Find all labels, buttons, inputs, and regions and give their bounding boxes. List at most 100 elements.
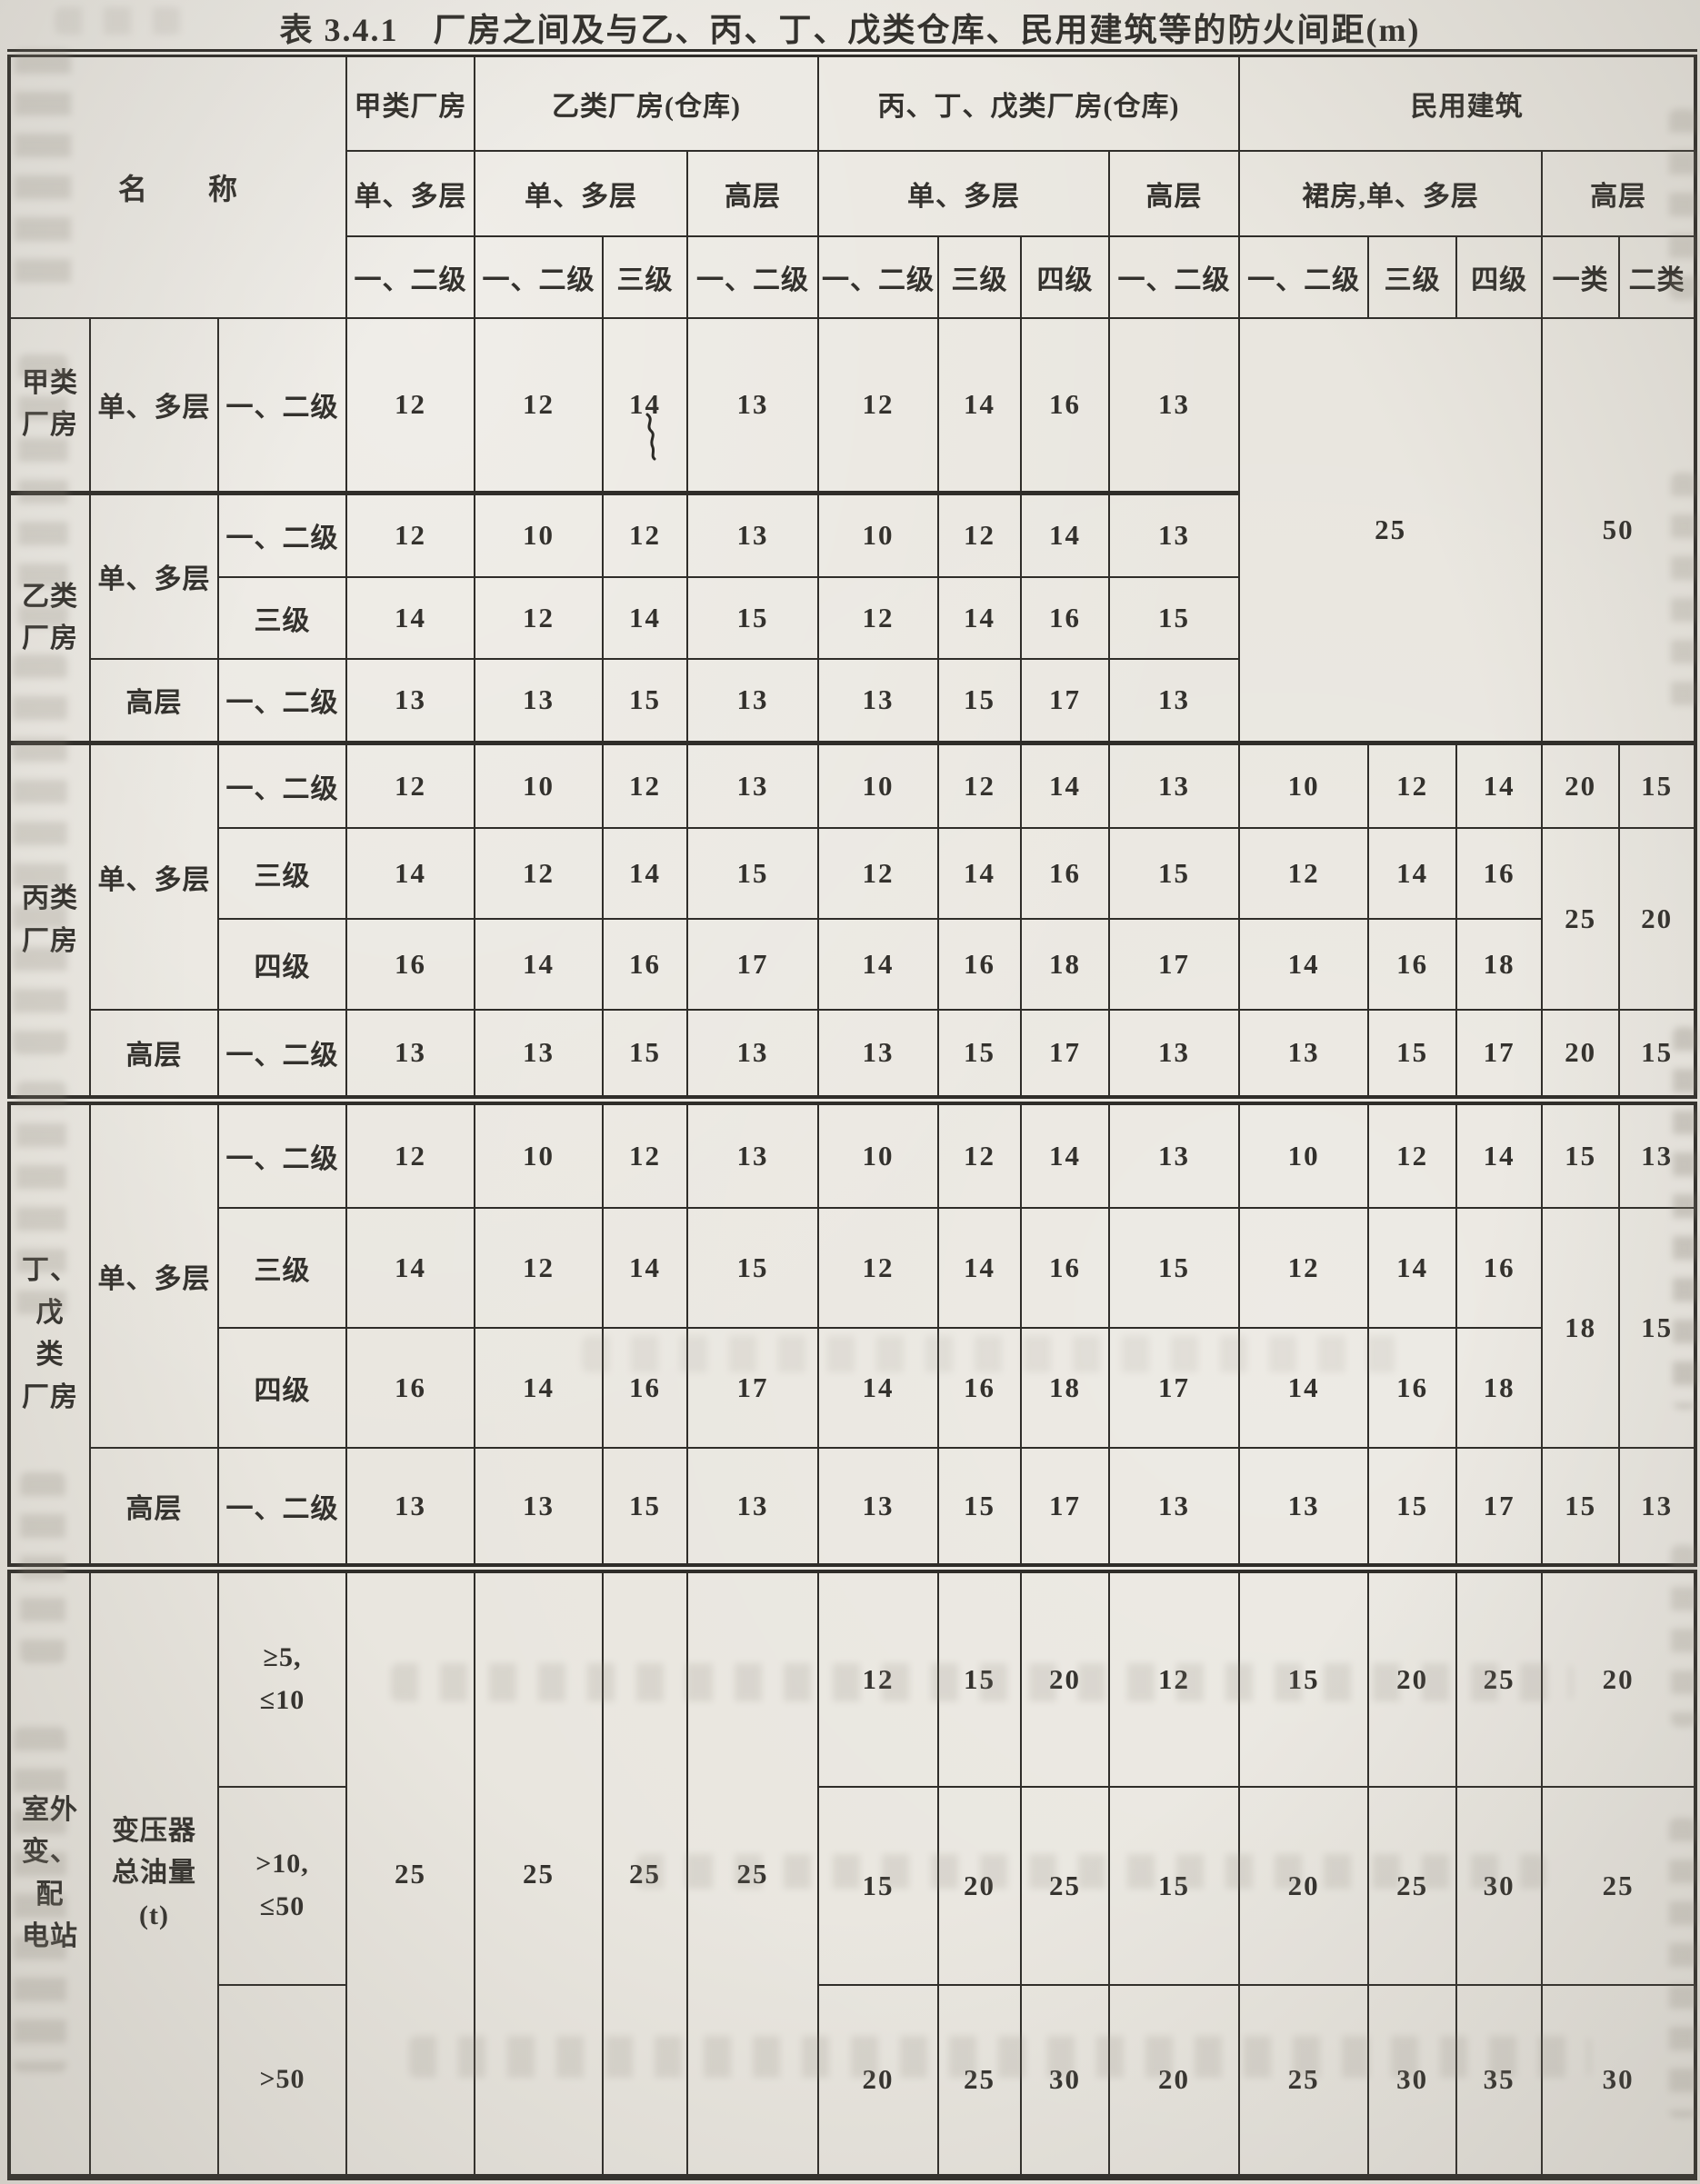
distance-cell-merged: 18 — [1541, 1206, 1621, 1449]
distance-cell-merged: 20 — [1541, 1563, 1697, 1788]
distance-cell: 13 — [817, 657, 940, 744]
distance-cell: 16 — [602, 1326, 689, 1449]
row-label-bing: 丙类 厂房 — [8, 741, 91, 1102]
distance-cell: 12 — [474, 826, 605, 920]
header-story: 高层 — [1108, 149, 1241, 237]
distance-cell: 16 — [345, 917, 476, 1011]
distance-cell: 13 — [1108, 1446, 1241, 1570]
distance-cell: 12 — [345, 741, 476, 829]
distance-cell: 17 — [686, 917, 820, 1011]
distance-cell: 14 — [602, 316, 689, 494]
distance-cell: 16 — [1020, 826, 1111, 920]
distance-cell: 12 — [474, 316, 605, 494]
header-grade: 一、二级 — [345, 234, 476, 319]
row-grade-label: 三级 — [216, 575, 348, 660]
distance-cell: 14 — [1020, 741, 1111, 829]
distance-cell: 17 — [1108, 1326, 1241, 1449]
row-oil-range-label: >50 — [216, 1983, 348, 2179]
header-grade: 三级 — [1367, 234, 1458, 319]
distance-cell: 13 — [686, 491, 820, 578]
row-oil-range-label: ≥5, ≤10 — [216, 1563, 348, 1788]
distance-cell: 14 — [345, 826, 476, 920]
distance-cell: 13 — [474, 1008, 605, 1102]
distance-cell: 20 — [1541, 1008, 1621, 1102]
row-label-dingwu: 丁、戊 类 厂房 — [8, 1095, 91, 1570]
distance-cell: 10 — [817, 1095, 940, 1209]
distance-cell: 13 — [345, 1008, 476, 1102]
distance-cell: 12 — [345, 1095, 476, 1209]
header-grade: 三级 — [602, 234, 689, 319]
distance-cell: 15 — [602, 1446, 689, 1570]
header-grade: 二类 — [1618, 234, 1697, 319]
distance-cell-merged: 25 — [1541, 1785, 1697, 1986]
distance-cell: 14 — [345, 1206, 476, 1329]
distance-cell: 20 — [1367, 1563, 1458, 1788]
distance-cell: 13 — [1108, 316, 1241, 494]
distance-cell: 12 — [937, 1095, 1023, 1209]
distance-cell: 16 — [1455, 1206, 1544, 1329]
table-title: 表 3.4.1 厂房之间及与乙、丙、丁、戊类仓库、民用建筑等的防火间距(m) — [279, 12, 1421, 48]
distance-cell: 13 — [686, 1095, 820, 1209]
distance-cell: 15 — [686, 826, 820, 920]
row-story-label: 单、多层 — [89, 491, 219, 660]
distance-cell: 15 — [817, 1785, 940, 1986]
distance-cell: 13 — [817, 1008, 940, 1102]
distance-cell: 18 — [1020, 1326, 1111, 1449]
distance-cell: 10 — [474, 741, 605, 829]
distance-cell: 15 — [1367, 1446, 1458, 1570]
distance-cell: 14 — [1367, 1206, 1458, 1329]
distance-cell: 12 — [937, 741, 1023, 829]
distance-cell: 14 — [1020, 1095, 1111, 1209]
distance-cell: 17 — [1108, 917, 1241, 1011]
distance-cell: 17 — [1020, 1446, 1111, 1570]
header-grade: 一、二级 — [686, 234, 820, 319]
distance-cell: 15 — [602, 657, 689, 744]
distance-cell: 13 — [1618, 1446, 1697, 1570]
distance-cell-merged: 25 — [345, 1563, 476, 2179]
row-grade-label: 四级 — [216, 917, 348, 1011]
distance-cell: 12 — [1367, 1095, 1458, 1209]
distance-cell: 10 — [817, 741, 940, 829]
distance-cell: 12 — [817, 1563, 940, 1788]
distance-cell: 14 — [1238, 917, 1370, 1011]
distance-cell-merged: 30 — [1541, 1983, 1697, 2179]
distance-cell: 14 — [937, 1206, 1023, 1329]
distance-cell: 25 — [937, 1983, 1023, 2179]
distance-cell: 12 — [817, 826, 940, 920]
row-grade-label: 三级 — [216, 1206, 348, 1329]
distance-cell: 14 — [1367, 826, 1458, 920]
distance-cell: 13 — [686, 1446, 820, 1570]
distance-cell: 12 — [937, 491, 1023, 578]
distance-cell: 12 — [602, 491, 689, 578]
distance-cell: 16 — [937, 1326, 1023, 1449]
distance-cell-merged: 50 — [1541, 316, 1697, 744]
distance-cell-merged: 25 — [1541, 826, 1621, 1011]
distance-cell: 15 — [602, 1008, 689, 1102]
distance-cell: 14 — [937, 316, 1023, 494]
distance-cell: 14 — [817, 1326, 940, 1449]
distance-cell: 10 — [474, 491, 605, 578]
distance-cell-merged: 25 — [686, 1563, 820, 2179]
distance-cell: 14 — [937, 575, 1023, 660]
distance-cell: 13 — [686, 741, 820, 829]
distance-cell: 15 — [1108, 1785, 1241, 1986]
distance-cell: 18 — [1455, 917, 1544, 1011]
header-grade: 一类 — [1541, 234, 1621, 319]
row-grade-label: 四级 — [216, 1326, 348, 1449]
distance-cell: 17 — [1020, 1008, 1111, 1102]
header-group-bingdingwu: 丙、丁、戊类厂房(仓库) — [817, 52, 1241, 152]
distance-cell: 16 — [1020, 316, 1111, 494]
distance-cell: 12 — [345, 491, 476, 578]
distance-cell: 12 — [817, 575, 940, 660]
distance-cell: 13 — [1238, 1008, 1370, 1102]
distance-cell: 13 — [474, 657, 605, 744]
header-story: 单、多层 — [345, 149, 476, 237]
distance-cell: 20 — [1020, 1563, 1111, 1788]
distance-cell: 15 — [1238, 1563, 1370, 1788]
distance-cell: 13 — [345, 657, 476, 744]
row-story-label: 高层 — [89, 1008, 219, 1102]
header-grade: 一、二级 — [817, 234, 940, 319]
distance-cell: 14 — [937, 826, 1023, 920]
row-story-label: 高层 — [89, 657, 219, 744]
